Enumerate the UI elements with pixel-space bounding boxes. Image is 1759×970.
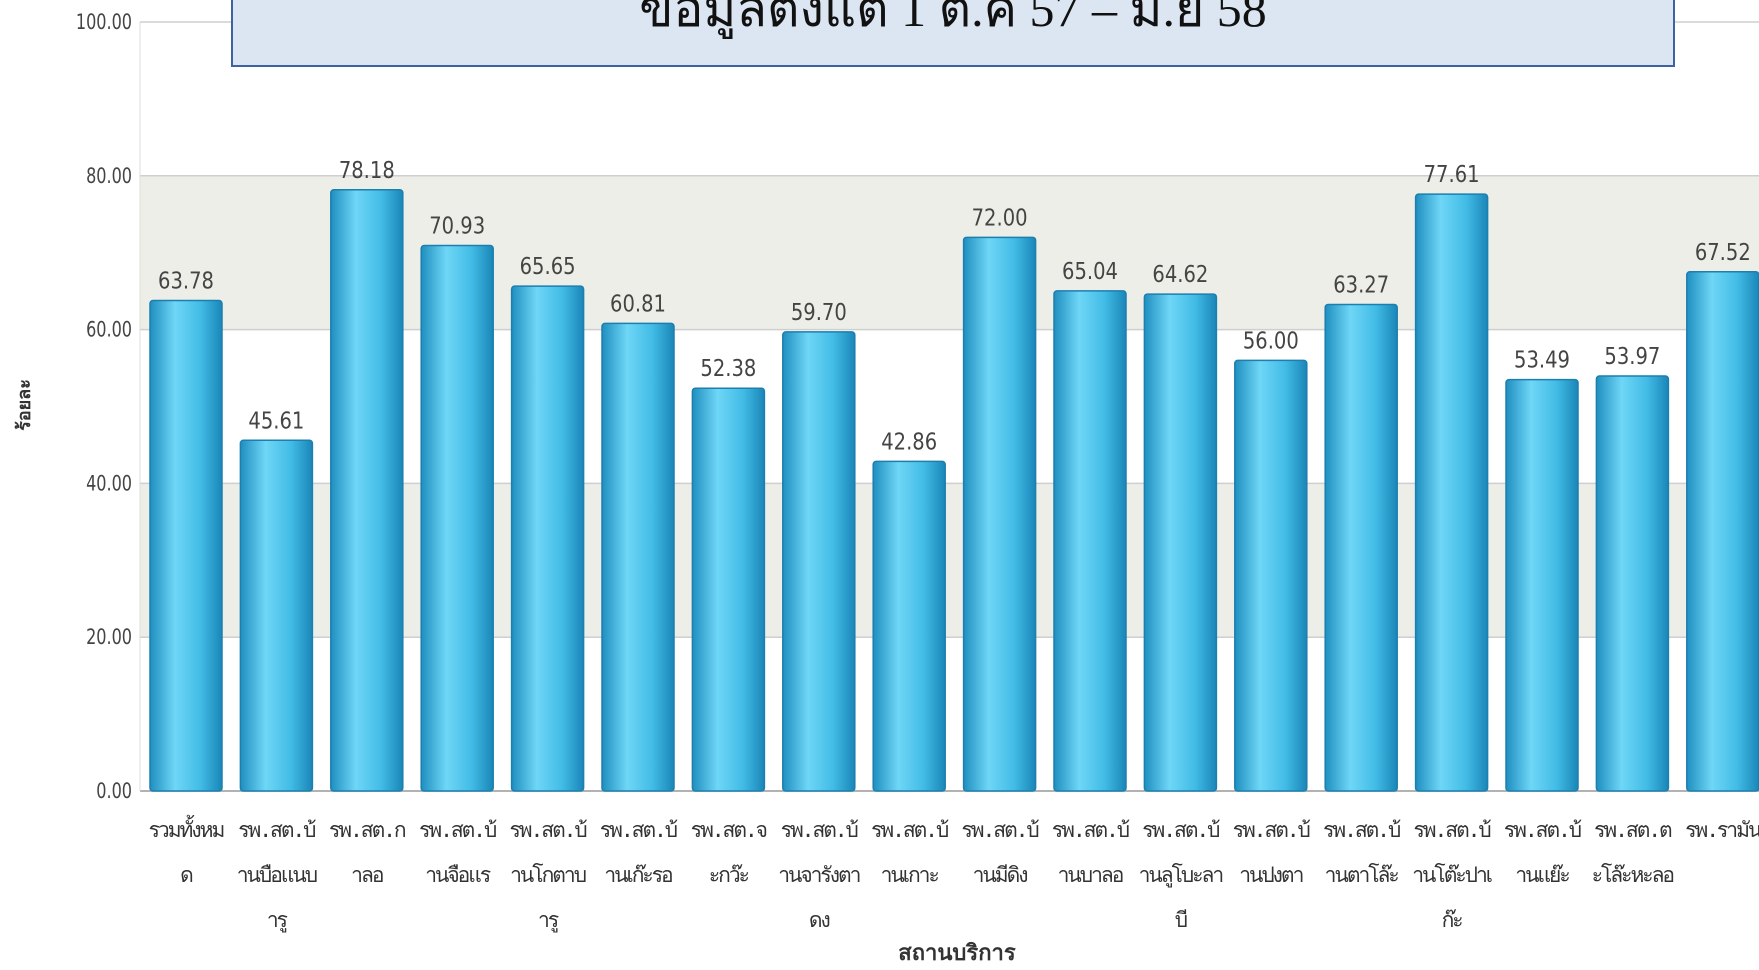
bar: [1143, 293, 1218, 792]
x-tick-label: รพ.สต.บ้านเกาะ: [871, 818, 949, 887]
data-label: 63.78: [158, 268, 214, 295]
x-tick-label: รพ.สต.บ้านลูโบะลาบี: [1138, 818, 1225, 932]
x-tick-label: รพ.สต.จะกว๊ะ: [690, 818, 768, 887]
bar: [1595, 375, 1670, 792]
data-label: 59.70: [791, 299, 847, 326]
x-tick-label: รพ.สต.บ้านจารังตาดง: [778, 818, 861, 932]
x-tick-label: รพ.สต.บ้านปงตา: [1232, 818, 1311, 887]
data-label: 72.00: [972, 205, 1028, 232]
data-label: 65.65: [520, 254, 576, 281]
x-axis-label: สถานบริการ: [898, 941, 1016, 966]
y-tick-label: 40.00: [86, 471, 132, 496]
data-label: 70.93: [429, 213, 485, 240]
bar: [239, 439, 314, 792]
x-tick-label: รพ.สต.บ้านเก๊ะรอ: [599, 818, 678, 887]
data-label: 53.97: [1604, 343, 1660, 370]
x-tick-label: รพ.สต.บ้านโต๊ะปาเก๊ะ: [1412, 818, 1493, 932]
grid-band: [140, 175, 1759, 330]
x-tick-label: รพ.สต.บ้านมีดิง: [961, 818, 1039, 887]
plot: 0.00 20.00 40.00 60.00 80.00 100.00 63.78 45.61…: [76, 10, 1759, 804]
data-label: 65.04: [1062, 258, 1118, 285]
data-label: 64.62: [1152, 262, 1208, 289]
bar: [330, 189, 404, 792]
data-label: 45.61: [248, 408, 304, 435]
data-label: 52.38: [700, 356, 756, 383]
x-tick-label: รพ.สต.บ้านบาลอ: [1051, 818, 1130, 887]
bar: [1053, 290, 1127, 792]
x-tick-label: รพ.สต.บ้านจือแร: [419, 818, 497, 887]
bar: [782, 331, 856, 792]
bar: [1505, 378, 1579, 792]
bar: [1686, 271, 1759, 792]
data-label: 67.52: [1695, 239, 1751, 266]
bar: [691, 387, 766, 792]
y-tick-label: 80.00: [86, 163, 132, 188]
bar: [1414, 193, 1489, 792]
data-label: 60.81: [610, 291, 666, 318]
x-tick-label: รวมทั้งหมด: [148, 818, 226, 887]
bar: [510, 285, 585, 792]
title-box: [231, 0, 1675, 67]
grid-band: [140, 483, 1759, 638]
data-label: 77.61: [1424, 162, 1480, 189]
bar: [872, 460, 946, 792]
x-tick-label: รพ.สต.กาลอ: [329, 818, 407, 887]
data-label: 63.27: [1333, 272, 1389, 299]
data-label: 56.00: [1243, 328, 1299, 355]
bar: [1324, 303, 1398, 792]
y-axis-label: ร้อยละ: [14, 379, 35, 431]
y-tick-label: 100.00: [76, 10, 132, 35]
y-tick-label: 60.00: [86, 317, 132, 342]
bar: [149, 299, 223, 792]
bar: [1234, 359, 1308, 792]
bar: [601, 322, 675, 792]
data-label: 42.86: [881, 429, 937, 456]
x-tick-label: รพ.สต.บ้านตาโล๊ะ: [1323, 818, 1401, 887]
bar: [420, 244, 494, 792]
x-tick-label: รพ.สต.ตะโล๊ะหะลอ: [1591, 818, 1675, 887]
x-tick-label: รพ.รามัน: [1685, 818, 1759, 842]
bar: [962, 236, 1037, 792]
data-label: 53.49: [1514, 347, 1570, 374]
data-label: 78.18: [339, 157, 395, 184]
x-tick-label: รพ.สต.บ้านแย๊ะ: [1503, 818, 1582, 887]
x-tick-label: รพ.สต.บ้านบือแนบารู: [236, 818, 318, 932]
chart-title: ข้อมูลตั้งแต่ 1 ต.ค 57 – มิ.ย 58: [639, 0, 1267, 39]
x-tick-label: รพ.สต.บ้านโกตาบารู: [509, 818, 587, 932]
y-tick-label: 20.00: [86, 625, 132, 650]
y-tick-label: 0.00: [96, 779, 132, 804]
